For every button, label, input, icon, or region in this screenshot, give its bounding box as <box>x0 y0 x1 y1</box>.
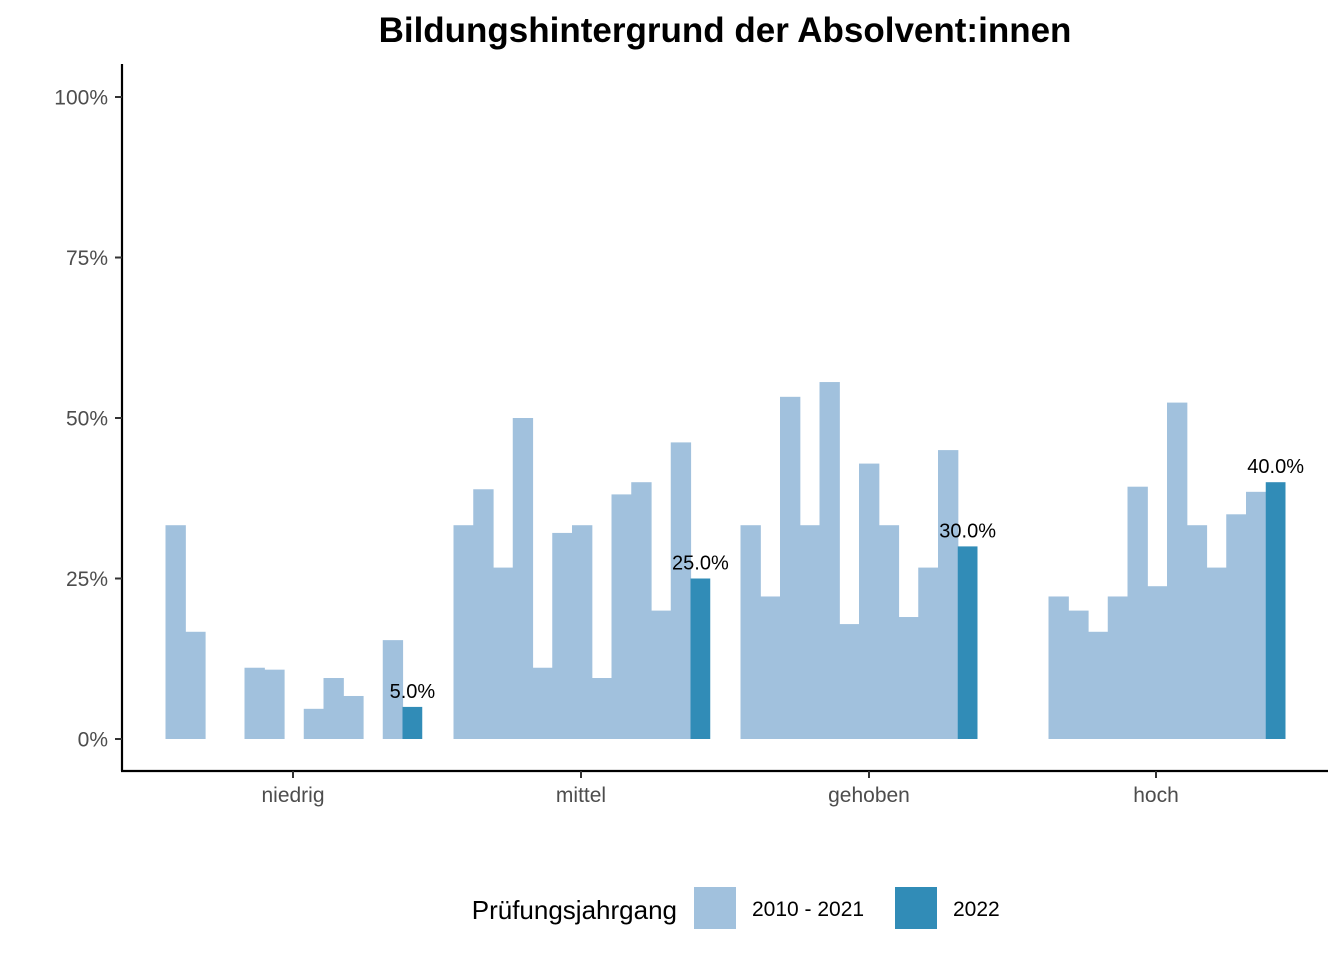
bar-hoch-2022 <box>1265 482 1286 739</box>
y-tick-label: 0% <box>78 729 108 752</box>
bar-hoch-hist-5 <box>1127 486 1148 739</box>
bar-mittel-hist-2 <box>473 489 494 739</box>
bar-hoch-hist-1 <box>1048 596 1069 739</box>
bar-mittel-hist-11 <box>651 610 672 739</box>
data-label-mittel-2022: 25.0% <box>672 553 729 575</box>
bar-niedrig-hist-1 <box>165 525 186 739</box>
bar-gehoben-hist-2 <box>760 596 781 739</box>
bar-niedrig-hist-6 <box>264 669 285 739</box>
legend-swatch-2022 <box>895 887 937 929</box>
x-tick-label-niedrig: niedrig <box>261 784 324 807</box>
bars-layer <box>165 382 1286 739</box>
y-ticks: 0% 25% 50% 75% 100% <box>54 87 122 752</box>
legend-label-2010-2021: 2010 - 2021 <box>752 898 864 921</box>
legend-title: Prüfungsjahrgang <box>472 895 677 925</box>
bar-gehoben-hist-4 <box>799 525 821 739</box>
bar-gehoben-2022 <box>957 546 978 739</box>
bar-mittel-hist-6 <box>552 532 573 739</box>
bar-gehoben-hist-11 <box>938 450 959 739</box>
y-tick-label: 25% <box>66 568 108 591</box>
bar-gehoben-hist-3 <box>780 396 801 739</box>
legend-swatch-2010-2021 <box>694 887 736 929</box>
data-label-gehoben-2022: 30.0% <box>939 520 996 542</box>
x-tick-label-mittel: mittel <box>556 784 606 807</box>
bar-mittel-2022 <box>690 578 711 739</box>
bar-gehoben-hist-7 <box>859 463 880 739</box>
bar-hoch-hist-2 <box>1068 610 1089 739</box>
x-tick-label-hoch: hoch <box>1133 784 1179 807</box>
bar-hoch-hist-8 <box>1186 525 1208 739</box>
data-label-niedrig-2022: 5.0% <box>390 681 436 703</box>
bar-hoch-hist-4 <box>1107 596 1129 739</box>
bar-niedrig-hist-10 <box>343 695 364 739</box>
bar-gehoben-hist-9 <box>898 617 919 739</box>
y-tick-label: 50% <box>66 408 108 431</box>
x-tick-label-gehoben: gehoben <box>828 784 910 807</box>
y-tick-label: 75% <box>66 247 108 270</box>
bar-hoch-hist-11 <box>1246 491 1267 739</box>
bar-mittel-hist-7 <box>572 525 593 739</box>
chart-title: Bildungshintergrund der Absolvent:innen <box>379 11 1072 50</box>
bar-hoch-hist-6 <box>1147 586 1168 739</box>
bar-mittel-hist-12 <box>670 442 692 739</box>
bar-mittel-hist-10 <box>631 482 652 739</box>
data-label-hoch-2022: 40.0% <box>1247 456 1304 478</box>
bar-mittel-hist-9 <box>611 494 632 739</box>
bar-hoch-hist-3 <box>1088 631 1109 739</box>
bar-gehoben-hist-5 <box>819 382 840 739</box>
bar-hoch-hist-10 <box>1226 514 1247 739</box>
bar-hoch-hist-7 <box>1167 402 1188 739</box>
bar-mittel-hist-3 <box>493 567 514 739</box>
bar-hoch-hist-9 <box>1206 567 1227 739</box>
legend: Prüfungsjahrgang 2010 - 2021 2022 <box>472 887 1000 929</box>
bar-gehoben-hist-6 <box>839 624 860 739</box>
bar-mittel-hist-5 <box>532 667 553 739</box>
bar-mittel-hist-1 <box>453 525 474 739</box>
bar-gehoben-hist-1 <box>740 525 761 739</box>
bar-gehoben-hist-10 <box>918 567 939 739</box>
bar-niedrig-hist-9 <box>323 678 344 739</box>
bar-niedrig-hist-12 <box>382 640 404 739</box>
legend-label-2022: 2022 <box>953 898 1000 921</box>
bar-niedrig-hist-8 <box>303 708 325 739</box>
bar-gehoben-hist-8 <box>878 525 900 739</box>
y-tick-label: 100% <box>54 87 108 110</box>
bar-niedrig-hist-5 <box>244 667 265 739</box>
data-labels-layer: 5.0% 25.0% 30.0% 40.0% <box>390 456 1305 703</box>
bar-niedrig-2022 <box>402 706 423 739</box>
bar-niedrig-hist-2 <box>185 631 206 739</box>
bar-mittel-hist-4 <box>512 418 534 739</box>
x-ticks: niedrig mittel gehoben hoch <box>261 771 1179 807</box>
bar-mittel-hist-8 <box>591 678 613 739</box>
